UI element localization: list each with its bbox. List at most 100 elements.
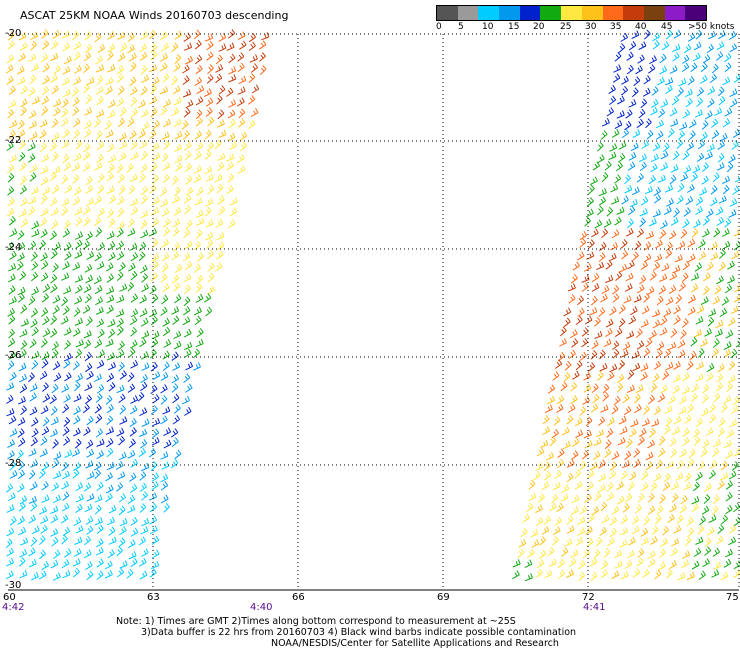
wind-barb — [616, 481, 624, 491]
wind-barb — [673, 524, 682, 534]
wind-barb — [95, 296, 103, 306]
wind-barb — [74, 231, 83, 240]
wind-barb — [139, 338, 147, 348]
wind-barb — [107, 110, 116, 119]
wind-barb — [85, 231, 93, 241]
wind-barb — [86, 197, 94, 206]
wind-barb — [49, 171, 57, 182]
wind-barb — [652, 40, 660, 50]
wind-barb — [73, 186, 82, 196]
wind-barb — [130, 516, 138, 526]
wind-barb — [74, 274, 83, 283]
wind-barb — [185, 219, 193, 230]
wind-barb — [553, 416, 561, 426]
wind-barb — [605, 318, 614, 328]
wind-barb — [95, 428, 104, 438]
wind-barb — [592, 393, 600, 404]
wind-barb — [707, 308, 717, 317]
wind-barb — [30, 63, 39, 72]
wind-barb — [105, 85, 113, 95]
wind-barb — [205, 219, 214, 228]
wind-barb — [172, 315, 180, 325]
wind-barb — [557, 458, 565, 469]
wind-barb — [19, 495, 28, 505]
wind-barb — [8, 314, 16, 325]
wind-barb — [52, 294, 61, 304]
wind-barb — [95, 227, 103, 238]
wind-barb — [182, 89, 192, 98]
wind-barb — [17, 469, 25, 480]
wind-barb — [193, 174, 202, 184]
wind-barb — [574, 417, 583, 427]
wind-barb — [31, 428, 39, 438]
wind-barb — [63, 436, 71, 446]
wind-barb — [621, 250, 629, 260]
wind-barb — [730, 305, 739, 315]
wind-barb — [259, 52, 266, 62]
wind-barb — [41, 494, 50, 503]
wind-barb — [645, 451, 654, 461]
wind-barb — [239, 131, 248, 141]
wind-barb — [127, 227, 136, 237]
wind-barb — [699, 338, 708, 347]
wind-barb — [583, 262, 592, 272]
wind-barb — [127, 539, 136, 549]
wind-barb — [720, 403, 728, 413]
wind-barb — [695, 196, 704, 206]
wind-barb — [150, 43, 158, 53]
wind-barb — [28, 120, 37, 129]
wind-barb — [564, 360, 572, 371]
wind-barb — [130, 557, 138, 568]
wind-barb — [655, 459, 664, 470]
wind-barb — [579, 351, 587, 361]
wind-barb — [160, 394, 168, 405]
wind-barb — [117, 117, 125, 128]
wind-barb — [150, 384, 158, 395]
wind-barb — [172, 415, 181, 425]
wind-barb — [9, 228, 18, 238]
wind-barb — [8, 154, 17, 163]
wind-barb — [723, 395, 732, 404]
wind-barb — [630, 142, 639, 152]
wind-barb — [616, 382, 624, 393]
wind-barb — [193, 29, 201, 40]
wind-barb — [159, 86, 169, 95]
wind-barb — [710, 184, 718, 195]
wind-barb — [704, 546, 712, 556]
wind-barb — [195, 283, 203, 293]
wind-barb — [711, 505, 719, 516]
wind-barb — [557, 351, 566, 362]
wind-barb — [71, 162, 80, 172]
wind-barb — [106, 262, 114, 272]
wind-barb — [96, 438, 105, 447]
wind-barb — [719, 132, 728, 142]
wind-barb — [30, 31, 39, 41]
wind-barb — [193, 348, 200, 359]
wind-barb — [692, 164, 701, 174]
wind-barb — [18, 460, 25, 471]
wind-barb — [667, 127, 675, 138]
wind-barb — [528, 479, 536, 490]
wind-barb — [579, 406, 587, 416]
wind-barb — [653, 472, 662, 482]
wind-barb — [598, 459, 606, 469]
wind-barb — [659, 494, 666, 504]
wind-barb — [660, 150, 669, 160]
wind-barb — [545, 452, 554, 461]
wind-barb — [171, 351, 179, 361]
wind-barb — [151, 196, 160, 206]
wind-barb — [20, 218, 29, 228]
wind-barb — [563, 317, 571, 328]
wind-barb — [581, 327, 589, 337]
wind-barb — [697, 139, 705, 150]
wind-barb — [40, 524, 48, 534]
wind-barb — [41, 358, 49, 369]
wind-barb — [117, 340, 125, 351]
wind-barb — [151, 76, 160, 86]
wind-barb — [192, 362, 201, 371]
wind-barb — [149, 502, 158, 513]
wind-barb — [215, 73, 223, 84]
wind-barb — [183, 107, 191, 118]
wind-barb — [705, 208, 714, 218]
wind-barb — [716, 216, 725, 226]
